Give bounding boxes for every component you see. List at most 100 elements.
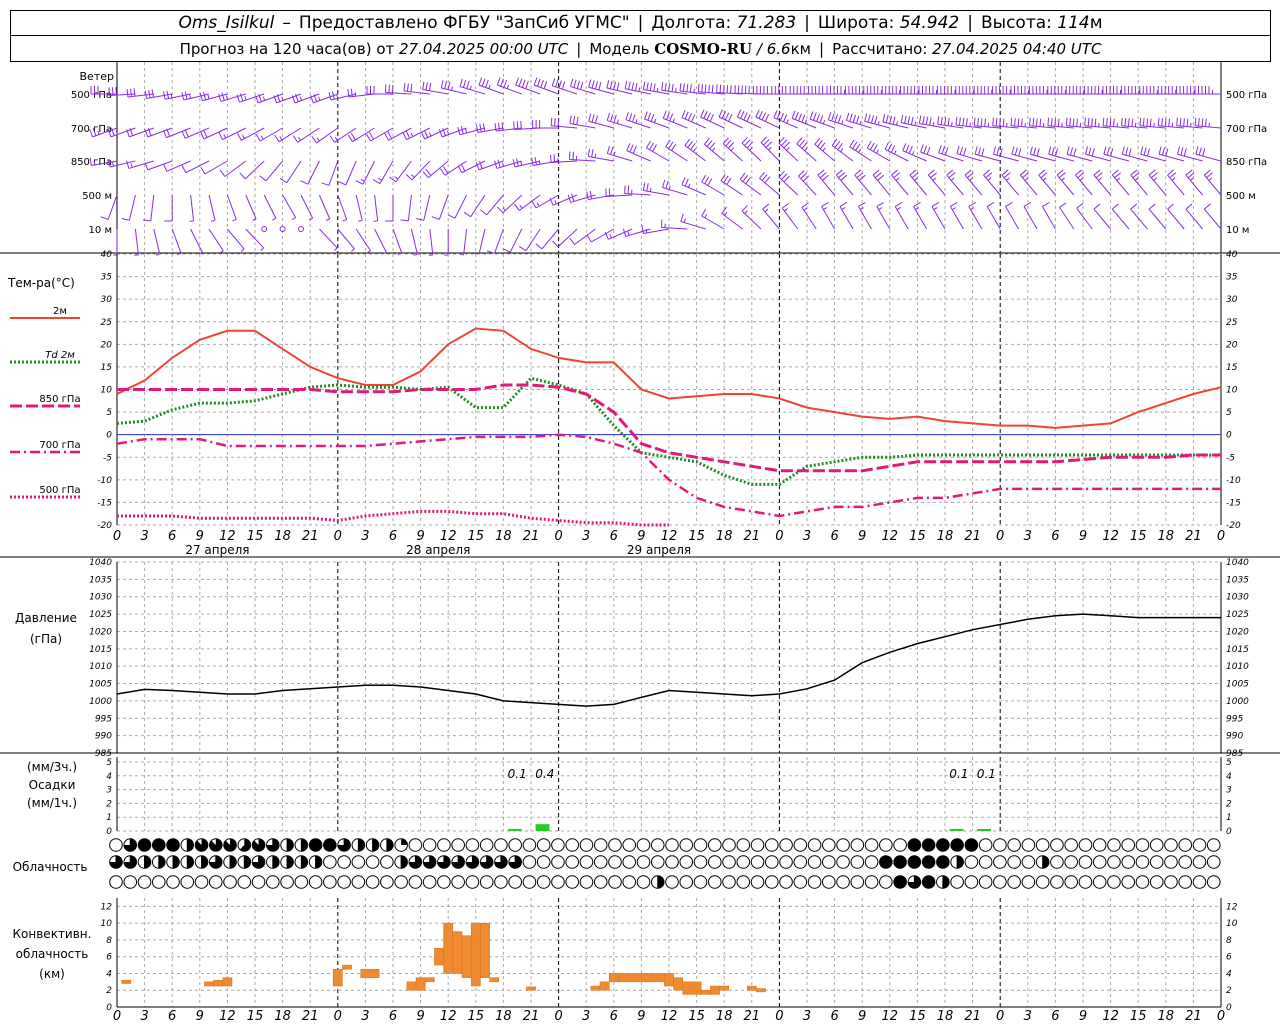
- wind-barb-feather: [781, 139, 788, 146]
- cloud-cover-symbol: [1021, 875, 1036, 889]
- wind-barb-shaft: [1066, 125, 1093, 129]
- temp-x-tick-label: 21: [1185, 529, 1202, 544]
- wind-barb-feather: [1039, 118, 1042, 127]
- wind-barb-shaft: [902, 150, 927, 162]
- wind-barb: [831, 138, 854, 162]
- wind-barb: [171, 228, 182, 256]
- cloud-circle: [294, 875, 309, 889]
- wind-barb-feather: [372, 179, 381, 184]
- wind-barb-half-feather: [804, 119, 807, 124]
- wind-barb-shaft: [894, 206, 909, 230]
- wind-barb-feather: [907, 116, 911, 125]
- wind-barb-feather: [697, 83, 700, 92]
- wind-barb-feather: [610, 146, 614, 155]
- cloud-fill-sector: [401, 838, 408, 845]
- wind-barb-shaft: [297, 127, 320, 143]
- wind-barb-shaft: [91, 160, 118, 167]
- cloud-cover-symbol: [380, 855, 394, 869]
- cloud-circle: [536, 838, 551, 852]
- cloud-cover-symbol: [266, 875, 280, 889]
- wind-barb-shaft: [497, 84, 522, 95]
- wind-barb: [126, 160, 154, 169]
- wind-barb-feather: [1121, 117, 1123, 126]
- wind-barb: [1130, 169, 1148, 196]
- cloud-circle: [408, 838, 423, 852]
- wind-barb-shaft: [698, 91, 725, 95]
- precip-value-label: 0.1: [977, 767, 996, 781]
- wind-barb: [355, 194, 363, 222]
- conv-x-tick-label: 15: [1130, 1009, 1147, 1024]
- cloud-cover-symbol: [822, 875, 836, 889]
- wind-barb: [736, 109, 762, 129]
- temp-y-tick: 35: [101, 273, 113, 283]
- wind-barb-feather: [239, 172, 246, 180]
- wind-barb: [518, 228, 541, 252]
- cloud-circle: [864, 855, 879, 869]
- cloud-cover-symbol: [879, 855, 893, 869]
- wind-barb-shaft: [684, 145, 707, 162]
- cloud-cover-symbol: [579, 875, 594, 889]
- wind-barb-half-feather: [260, 247, 264, 252]
- wind-barb-shaft: [441, 87, 467, 95]
- cloud-circle: [750, 838, 765, 852]
- cloud-fill-full: [152, 838, 166, 852]
- wind-barb: [882, 114, 909, 129]
- wind-barb-feather: [1072, 118, 1075, 127]
- wind-barb: [531, 194, 559, 209]
- wind-barb-feather: [292, 135, 299, 143]
- cloud-cover-symbol: [650, 855, 665, 869]
- cloud-circle: [1178, 875, 1193, 889]
- wind-barb-shaft: [1038, 174, 1056, 196]
- wind-barb-shaft: [1023, 206, 1038, 230]
- cloud-circle: [764, 875, 779, 889]
- cloud-cover-symbol: [151, 855, 166, 869]
- wind-barb-shaft: [718, 116, 743, 129]
- forecast-prefix: Прогноз на 120 часа(ов) от: [179, 39, 395, 58]
- wind-barb-feather: [721, 111, 727, 119]
- wind-barb-feather: [613, 114, 617, 123]
- wind-barb: [1139, 117, 1166, 129]
- wind-barb: [1121, 117, 1148, 129]
- cloud-cover-symbol: [879, 838, 893, 852]
- wind-barb: [400, 194, 412, 222]
- wind-barb-feather: [606, 145, 611, 154]
- wind-barb: [872, 169, 891, 196]
- wind-barb: [894, 202, 909, 230]
- pressure-y-tick: 1015: [89, 645, 112, 655]
- cloud-circle: [1206, 855, 1221, 869]
- wind-barb-half-feather: [858, 148, 862, 153]
- cloud-cover-symbol: [365, 875, 380, 889]
- cloud-circle: [1164, 838, 1178, 852]
- wind-barb-feather: [144, 129, 149, 138]
- pressure-line: [116, 613, 1221, 707]
- wind-barb-feather: [687, 140, 693, 148]
- wind-barb-feather: [540, 79, 544, 88]
- wind-barb-feather: [420, 131, 426, 140]
- conv-y-tick-right: 12: [1226, 902, 1238, 912]
- wind-barb: [457, 160, 486, 174]
- cloud-fill-sector: [158, 855, 166, 869]
- cloud-cover-symbol: [1035, 875, 1050, 889]
- wind-barb-half-feather: [394, 176, 399, 180]
- wind-barb-half-feather: [933, 207, 938, 210]
- wind-barb-feather: [447, 81, 451, 90]
- cloud-circle: [993, 855, 1007, 869]
- wind-barb: [681, 110, 706, 129]
- wind-barb: [826, 86, 853, 95]
- wind-barb-half-feather: [635, 119, 638, 124]
- wind-barb-shaft: [625, 119, 651, 129]
- wind-barb-feather: [609, 80, 613, 89]
- wind-barb-feather: [764, 113, 770, 122]
- wind-barb-shaft: [486, 194, 504, 216]
- wind-barb-half-feather: [932, 121, 935, 127]
- wind-barb-feather: [1023, 202, 1032, 207]
- temp-x-tick-label: 6: [389, 529, 397, 544]
- cloud-cover-symbol: [850, 875, 865, 889]
- wind-barb: [817, 169, 835, 196]
- wind-barb: [821, 202, 836, 230]
- wind-barb-half-feather: [840, 148, 844, 153]
- wind-barb-feather: [572, 116, 576, 125]
- wind-barb-feather: [977, 118, 979, 127]
- wind-barb-shaft: [337, 194, 348, 220]
- wind-barb-feather: [1165, 148, 1169, 157]
